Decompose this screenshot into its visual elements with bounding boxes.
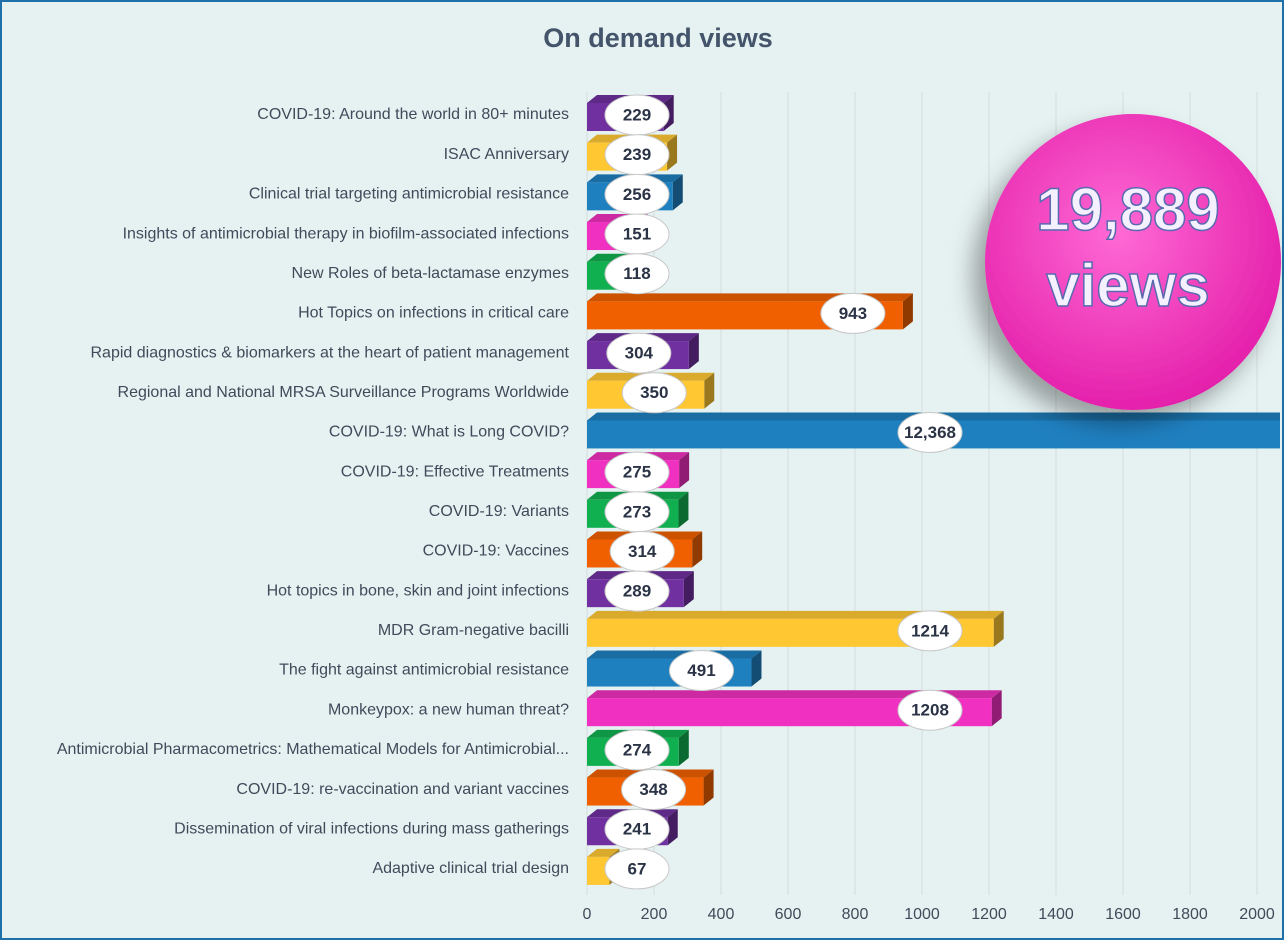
value-label-bubble xyxy=(604,570,670,612)
bar-side xyxy=(902,293,913,330)
bar-side xyxy=(672,174,683,211)
y-tick-label: COVID-19: Variants xyxy=(429,503,569,520)
value-label-bubble xyxy=(668,650,734,692)
bar-top xyxy=(587,690,1002,699)
y-tick-label: COVID-19: re-vaccination and variant vac… xyxy=(236,781,569,798)
bar-side xyxy=(679,452,690,489)
bar-side xyxy=(991,690,1002,727)
y-tick-label: Clinical trial targeting antimicrobial r… xyxy=(249,186,569,203)
bar-top xyxy=(587,848,620,857)
bar-top xyxy=(587,650,762,659)
value-label: 350 xyxy=(640,383,668,402)
value-label: 12,368 xyxy=(904,423,956,442)
value-label-bubble xyxy=(897,689,963,731)
bar-side xyxy=(703,769,714,806)
bar-side xyxy=(692,531,703,568)
x-tick-label: 600 xyxy=(775,906,802,923)
value-label: 491 xyxy=(687,661,715,680)
total-badge xyxy=(985,114,1281,410)
value-label: 239 xyxy=(623,145,651,164)
badge-text: views xyxy=(1046,252,1209,319)
value-label-bubble xyxy=(621,372,687,414)
bar-side xyxy=(683,571,694,608)
value-label-bubble xyxy=(621,769,687,811)
y-tick-label: Monkeypox: a new human threat? xyxy=(328,701,569,718)
value-label: 314 xyxy=(628,542,657,561)
x-tick-label: 400 xyxy=(708,906,735,923)
value-label-bubble xyxy=(606,332,672,374)
x-tick-label: 200 xyxy=(641,906,668,923)
badge-number: 19,889 xyxy=(1036,176,1220,243)
value-label-bubble xyxy=(604,729,670,771)
value-label: 241 xyxy=(623,820,651,839)
bar-side xyxy=(993,610,1004,647)
value-label: 118 xyxy=(623,264,650,283)
value-label: 304 xyxy=(625,344,654,363)
bar-side xyxy=(678,729,689,766)
x-tick-label: 2000 xyxy=(1239,906,1275,923)
bar xyxy=(587,856,610,885)
y-tick-label: Adaptive clinical trial design xyxy=(372,860,569,877)
bar-side xyxy=(678,491,689,528)
value-label: 1214 xyxy=(911,621,949,640)
y-tick-label: Insights of antimicrobial therapy in bio… xyxy=(123,225,569,242)
bar-top xyxy=(587,610,1004,619)
bar-side xyxy=(704,372,715,409)
value-label: 256 xyxy=(623,185,651,204)
x-tick-label: 0 xyxy=(583,906,592,923)
bar-side xyxy=(667,134,678,171)
y-tick-label: COVID-19: Vaccines xyxy=(423,543,569,560)
value-label: 67 xyxy=(628,859,647,878)
y-tick-label: COVID-19: Around the world in 80+ minute… xyxy=(257,106,569,123)
value-label: 1208 xyxy=(911,701,949,720)
y-tick-label: Regional and National MRSA Surveillance … xyxy=(118,384,570,401)
y-tick-label: Antimicrobial Pharmacometrics: Mathemati… xyxy=(57,741,569,758)
bar-side xyxy=(751,650,762,687)
y-tick-label: Dissemination of viral infections during… xyxy=(174,820,569,837)
value-label: 275 xyxy=(623,463,651,482)
x-tick-label: 1800 xyxy=(1172,906,1208,923)
y-tick-label: Hot topics in bone, skin and joint infec… xyxy=(267,582,569,599)
value-label: 151 xyxy=(623,225,651,244)
y-tick-label: COVID-19: What is Long COVID? xyxy=(329,424,569,441)
value-label: 273 xyxy=(623,502,651,521)
y-tick-label: MDR Gram-negative bacilli xyxy=(378,622,569,639)
y-tick-label: Hot Topics on infections in critical car… xyxy=(298,305,569,322)
y-tick-label: COVID-19: Effective Treatments xyxy=(341,463,569,480)
value-label-bubble xyxy=(604,848,670,890)
value-label: 229 xyxy=(623,105,651,124)
chart-title: On demand views xyxy=(543,23,773,53)
x-tick-label: 1000 xyxy=(904,906,940,923)
value-label-bubble xyxy=(897,411,963,453)
bar-side xyxy=(667,809,678,846)
y-tick-label: ISAC Anniversary xyxy=(444,146,569,163)
value-label: 274 xyxy=(623,740,652,759)
y-tick-label: New Roles of beta-lactamase enzymes xyxy=(292,265,569,282)
value-label-bubble xyxy=(604,253,670,295)
x-tick-label: 1200 xyxy=(971,906,1007,923)
x-tick-label: 800 xyxy=(842,906,869,923)
y-tick-label: Rapid diagnostics & biomarkers at the he… xyxy=(91,344,570,361)
x-tick-label: 1600 xyxy=(1105,906,1141,923)
y-tick-label: The fight against antimicrobial resistan… xyxy=(279,662,569,679)
value-label-bubble xyxy=(897,610,963,652)
bar-side xyxy=(688,333,699,370)
x-tick-label: 1400 xyxy=(1038,906,1074,923)
value-label: 943 xyxy=(839,304,867,323)
value-label: 348 xyxy=(639,780,667,799)
value-label: 289 xyxy=(623,582,651,601)
value-label-bubble xyxy=(820,292,886,334)
